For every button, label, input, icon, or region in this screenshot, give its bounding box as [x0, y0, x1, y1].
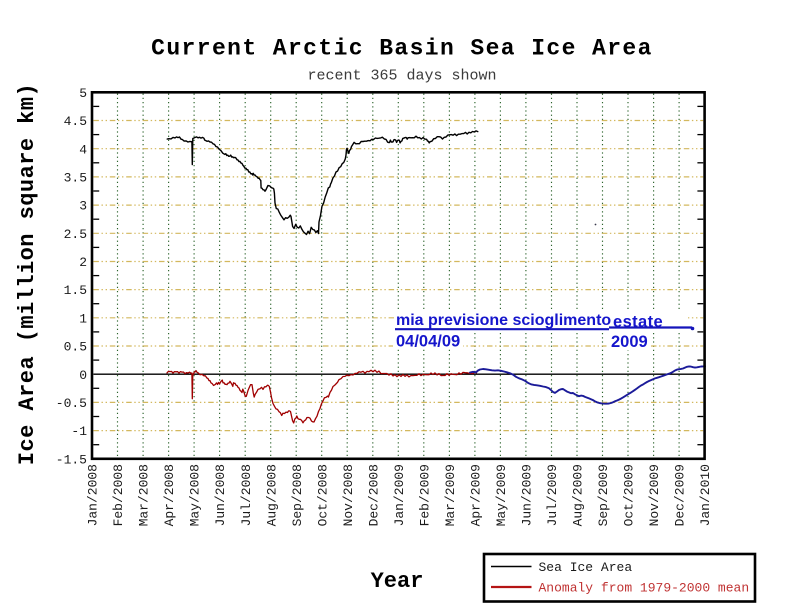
svg-text:Apr/2008: Apr/2008 [162, 464, 177, 526]
svg-text:Jul/2009: Jul/2009 [545, 464, 560, 526]
svg-text:2: 2 [79, 255, 87, 270]
svg-text:3.5: 3.5 [64, 171, 87, 186]
svg-text:May/2008: May/2008 [188, 464, 203, 526]
svg-text:Jun/2008: Jun/2008 [213, 464, 228, 526]
svg-text:Sep/2008: Sep/2008 [290, 464, 305, 526]
svg-text:-1.5: -1.5 [56, 452, 87, 467]
svg-text:Feb/2009: Feb/2009 [417, 464, 432, 526]
svg-text:Oct/2008: Oct/2008 [315, 464, 330, 526]
svg-text:1: 1 [79, 311, 87, 326]
svg-text:recent 365 days shown: recent 365 days shown [307, 68, 496, 85]
svg-text:5: 5 [79, 86, 87, 101]
svg-text:Apr/2009: Apr/2009 [469, 464, 484, 526]
svg-text:Dec/2009: Dec/2009 [673, 464, 688, 526]
svg-text:Jan/2010: Jan/2010 [698, 464, 713, 526]
svg-text:Year: Year [371, 569, 424, 594]
svg-text:Jan/2009: Jan/2009 [392, 464, 407, 526]
svg-text:1.5: 1.5 [64, 283, 87, 298]
svg-text:-1: -1 [71, 424, 87, 439]
svg-text:4: 4 [79, 142, 87, 157]
svg-text:Aug/2009: Aug/2009 [571, 464, 586, 526]
svg-text:-0.5: -0.5 [56, 396, 87, 411]
svg-text:2009: 2009 [611, 333, 648, 351]
svg-text:3: 3 [79, 199, 87, 214]
svg-text:Nov/2009: Nov/2009 [647, 464, 662, 526]
svg-text:Feb/2008: Feb/2008 [111, 464, 126, 526]
svg-text:May/2009: May/2009 [494, 464, 509, 526]
svg-text:Oct/2009: Oct/2009 [622, 464, 637, 526]
svg-text:Sep/2009: Sep/2009 [596, 464, 611, 526]
svg-text:Jul/2008: Jul/2008 [239, 464, 254, 526]
svg-text:0: 0 [79, 368, 87, 383]
svg-text:Dec/2008: Dec/2008 [366, 464, 381, 526]
svg-text:Mar/2008: Mar/2008 [137, 464, 152, 526]
svg-text:Aug/2008: Aug/2008 [264, 464, 279, 526]
svg-text:Jan/2008: Jan/2008 [86, 464, 101, 526]
svg-text:Mar/2009: Mar/2009 [443, 464, 458, 526]
svg-text:mia previsione scioglimento: mia previsione scioglimento [396, 312, 611, 329]
svg-text:0.5: 0.5 [64, 340, 87, 355]
svg-text:Sea Ice Area: Sea Ice Area [539, 560, 633, 575]
svg-text:04/04/09: 04/04/09 [396, 333, 460, 351]
svg-text:Ice Area (million square km): Ice Area (million square km) [15, 83, 40, 465]
svg-text:Nov/2008: Nov/2008 [341, 464, 356, 526]
svg-text:Current Arctic Basin Sea Ice A: Current Arctic Basin Sea Ice Area [151, 36, 653, 62]
svg-text:4.5: 4.5 [64, 114, 87, 129]
svg-text:2.5: 2.5 [64, 227, 87, 242]
svg-text:Anomaly from 1979-2000 mean: Anomaly from 1979-2000 mean [539, 581, 750, 596]
svg-text:Jun/2009: Jun/2009 [520, 464, 535, 526]
